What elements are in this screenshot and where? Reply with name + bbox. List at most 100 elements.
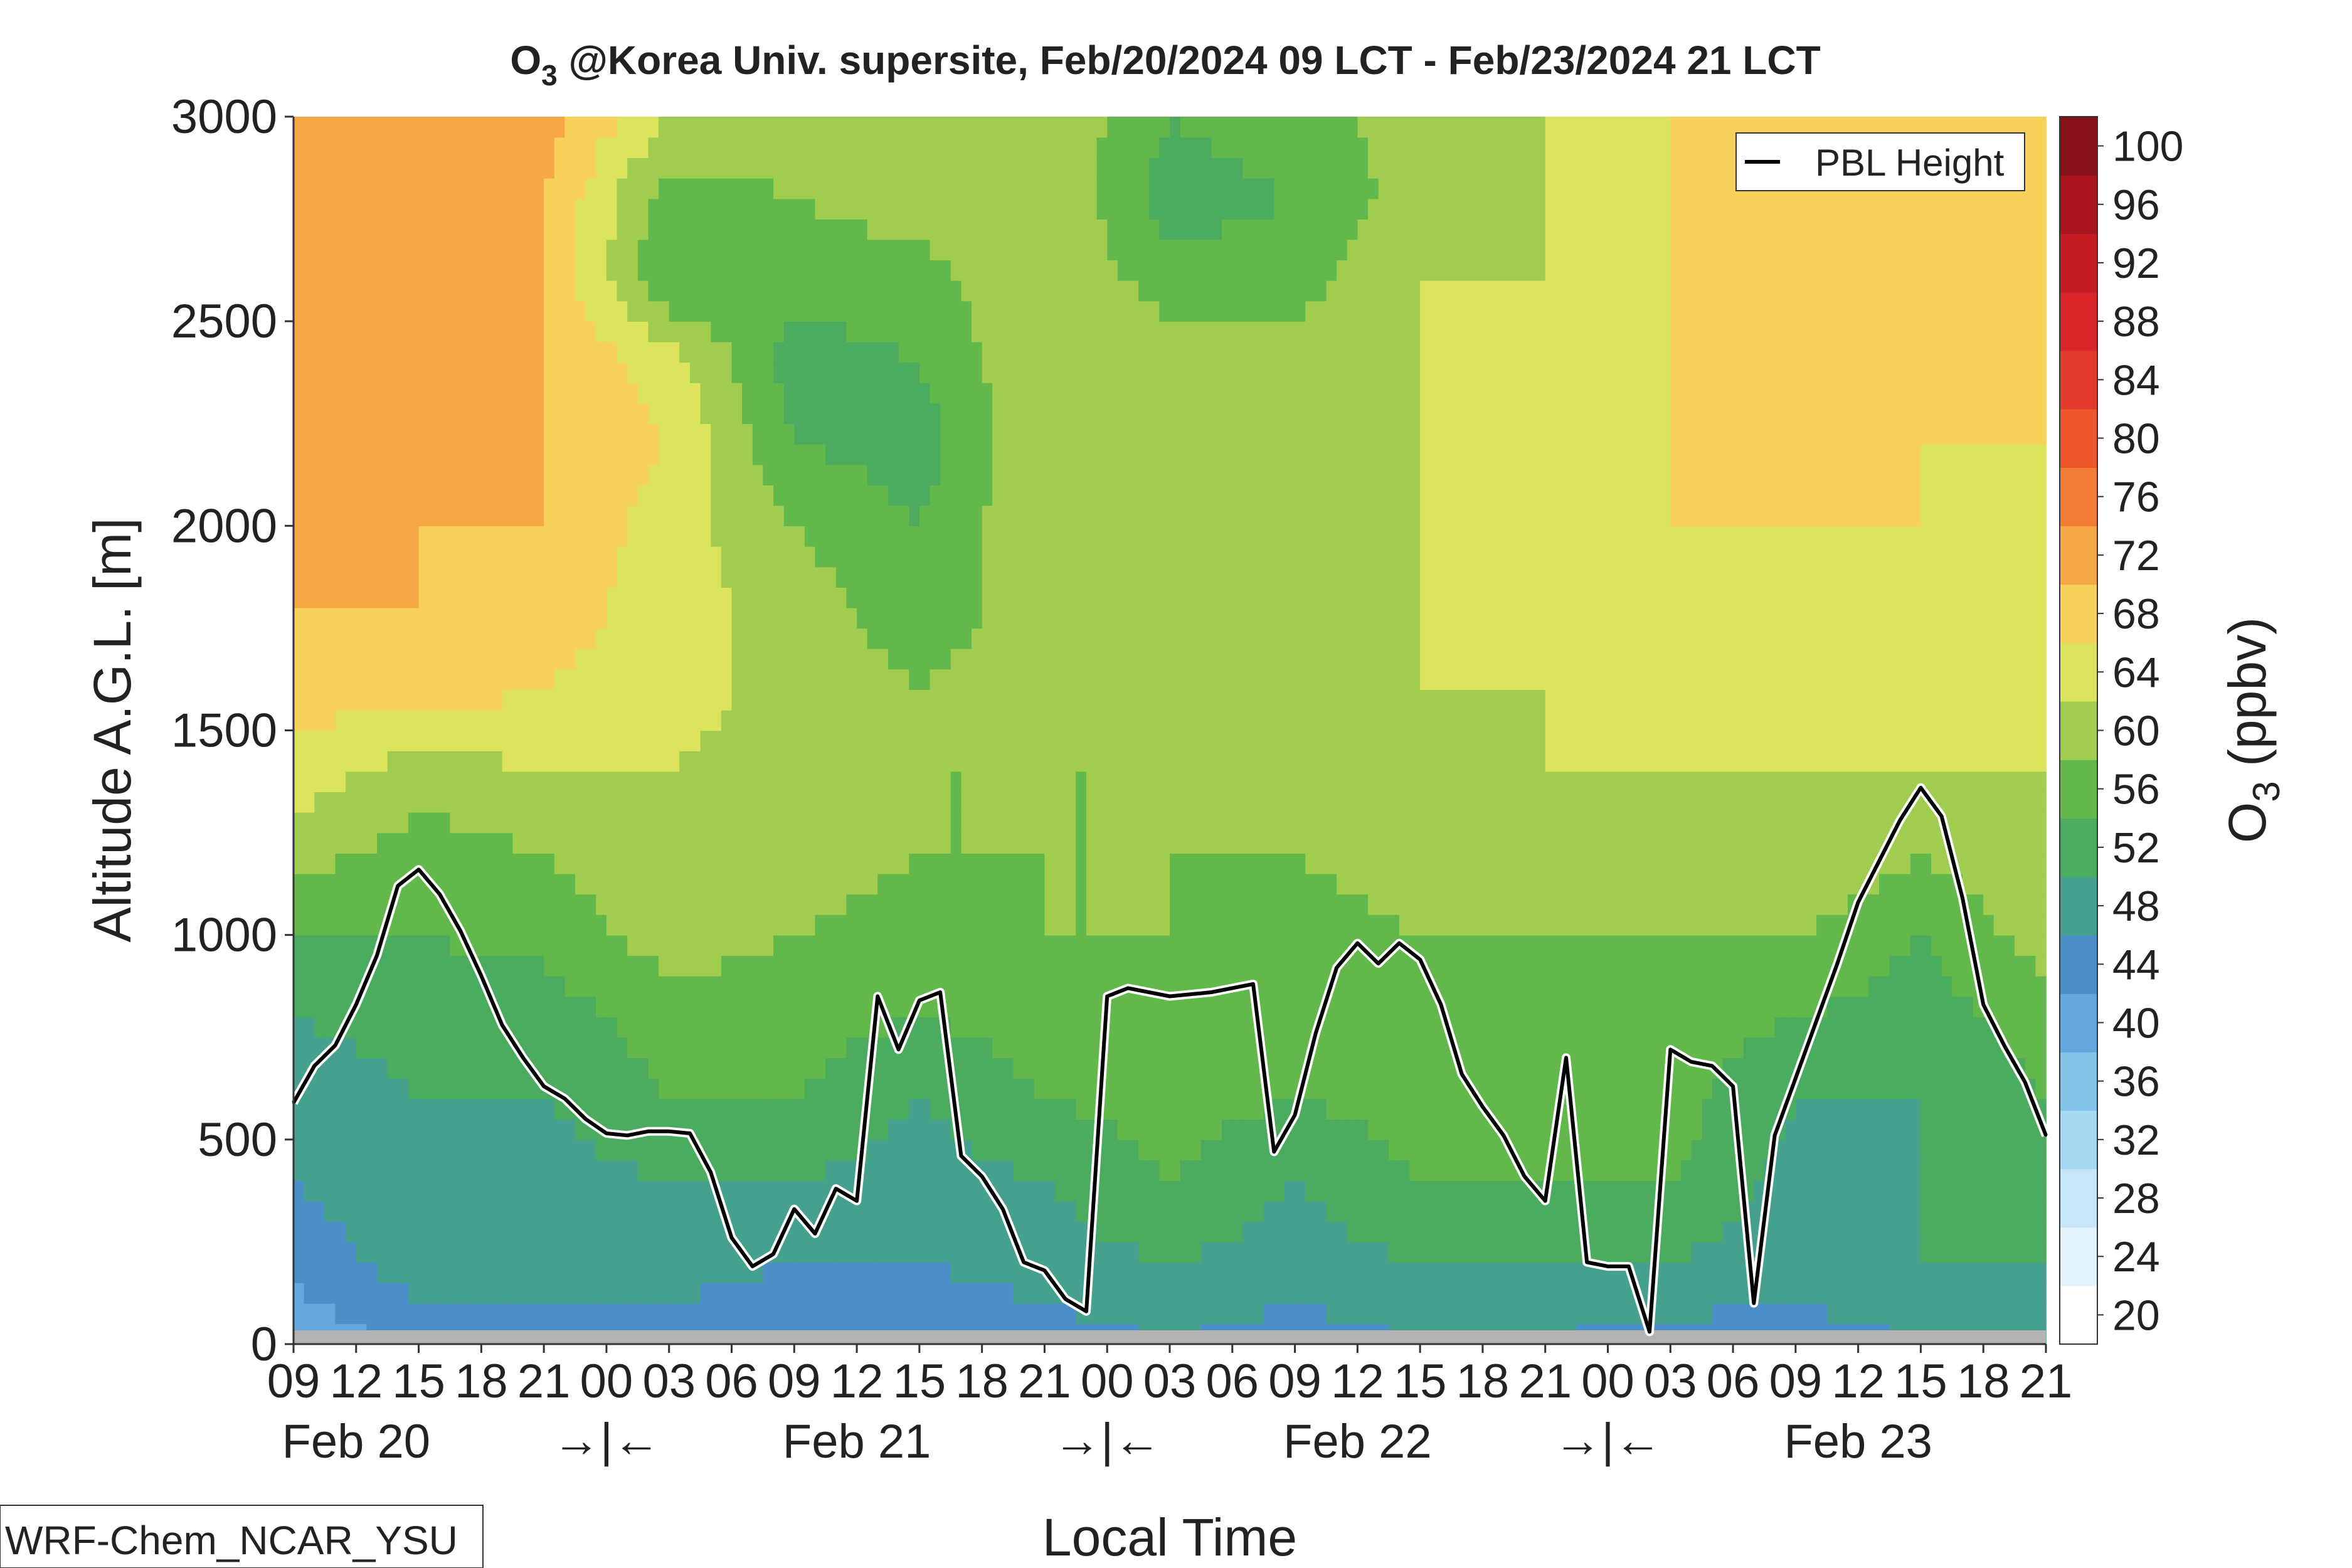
heatmap-cell (731, 1098, 743, 1120)
heatmap-cell (596, 423, 607, 445)
heatmap-cell (564, 566, 576, 588)
heatmap-cell (418, 1057, 430, 1079)
heatmap-cell (1107, 689, 1118, 711)
heatmap-cell (502, 383, 513, 404)
heatmap-cell (1055, 1180, 1066, 1202)
heatmap-cell (919, 1180, 931, 1202)
heatmap-cell (783, 935, 795, 956)
heatmap-cell (742, 280, 753, 302)
heatmap-cell (585, 464, 597, 485)
heatmap-cell (408, 1241, 420, 1263)
heatmap-cell (711, 485, 722, 506)
heatmap-cell (387, 1160, 399, 1181)
heatmap-cell (1044, 853, 1056, 874)
heatmap-cell (1044, 709, 1056, 731)
heatmap-cell (742, 1221, 753, 1242)
heatmap-cell (1086, 485, 1098, 506)
heatmap-cell (429, 300, 440, 322)
heatmap-cell (1065, 812, 1077, 834)
heatmap-cell (1096, 669, 1108, 690)
heatmap-cell (835, 996, 847, 1017)
heatmap-cell (346, 649, 357, 670)
heatmap-cell (794, 280, 805, 302)
heatmap-cell (1086, 771, 1098, 793)
heatmap-cell (1034, 1037, 1046, 1059)
heatmap-cell (972, 935, 983, 956)
heatmap-cell (637, 587, 649, 608)
heatmap-cell (1055, 792, 1066, 813)
heatmap-cell (1138, 383, 1150, 404)
heatmap-cell (867, 341, 879, 363)
heatmap-cell (1002, 300, 1014, 322)
heatmap-cell (846, 505, 857, 527)
heatmap-cell (1034, 751, 1046, 772)
heatmap-cell (304, 157, 315, 179)
heatmap-cell (460, 975, 472, 997)
heatmap-cell (481, 239, 492, 261)
heatmap-cell (731, 792, 743, 813)
heatmap-cell (669, 955, 681, 977)
heatmap-cell (492, 239, 503, 261)
heatmap-cell (648, 485, 659, 506)
heatmap-cell (867, 1241, 879, 1263)
heatmap-cell (711, 607, 722, 629)
heatmap-cell (992, 955, 1004, 977)
heatmap-cell (439, 853, 451, 874)
heatmap-cell (679, 280, 691, 302)
heatmap-cell (877, 526, 889, 547)
heatmap-cell (1138, 935, 1150, 956)
heatmap-cell (1148, 1160, 1160, 1181)
heatmap-cell (721, 300, 733, 322)
heatmap-cell (752, 1160, 764, 1181)
heatmap-cell (1034, 239, 1046, 261)
heatmap-cell (377, 280, 388, 302)
heatmap-cell (637, 832, 649, 854)
heatmap-cell (544, 219, 555, 240)
heatmap-cell (492, 628, 503, 649)
heatmap-cell (972, 423, 983, 445)
heatmap-cell (888, 792, 899, 813)
heatmap-cell (564, 1119, 576, 1140)
heatmap-cell (1076, 1139, 1087, 1161)
heatmap-cell (815, 1303, 826, 1325)
heatmap-cell (1086, 566, 1098, 588)
heatmap-cell (1148, 177, 1160, 199)
heatmap-cell (1055, 709, 1066, 731)
heatmap-cell (335, 198, 346, 220)
heatmap-cell (512, 689, 524, 711)
heatmap-cell (1002, 1283, 1014, 1304)
heatmap-cell (606, 1037, 618, 1059)
heatmap-cell (982, 1303, 993, 1325)
heatmap-cell (1013, 812, 1024, 834)
heatmap-cell (544, 1283, 555, 1304)
heatmap-cell (773, 771, 785, 793)
heatmap-cell (919, 505, 931, 527)
heatmap-cell (1034, 894, 1046, 915)
heatmap-cell (950, 546, 962, 568)
heatmap-cell (366, 751, 378, 772)
heatmap-cell (1086, 996, 1098, 1017)
heatmap-cell (1117, 526, 1129, 547)
heatmap-cell (940, 1139, 951, 1161)
heatmap-cell (377, 1160, 388, 1181)
heatmap-cell (460, 157, 472, 179)
heatmap-cell (596, 832, 607, 854)
heatmap-cell (366, 137, 378, 158)
heatmap-cell (408, 935, 420, 956)
heatmap-cell (659, 1078, 670, 1099)
heatmap-cell (596, 1017, 607, 1038)
heatmap-cell (502, 649, 513, 670)
heatmap-cell (1128, 689, 1139, 711)
heatmap-cell (429, 177, 440, 199)
heatmap-cell (408, 219, 420, 240)
heatmap-cell (346, 1303, 357, 1325)
heatmap-cell (1096, 1262, 1108, 1283)
heatmap-cell (961, 955, 972, 977)
heatmap-cell (606, 1241, 618, 1263)
heatmap-cell (554, 955, 566, 977)
heatmap-cell (867, 1119, 879, 1140)
heatmap-cell (470, 157, 482, 179)
heatmap-cell (909, 1200, 920, 1222)
heatmap-cell (679, 300, 691, 322)
heatmap-cell (429, 117, 440, 138)
